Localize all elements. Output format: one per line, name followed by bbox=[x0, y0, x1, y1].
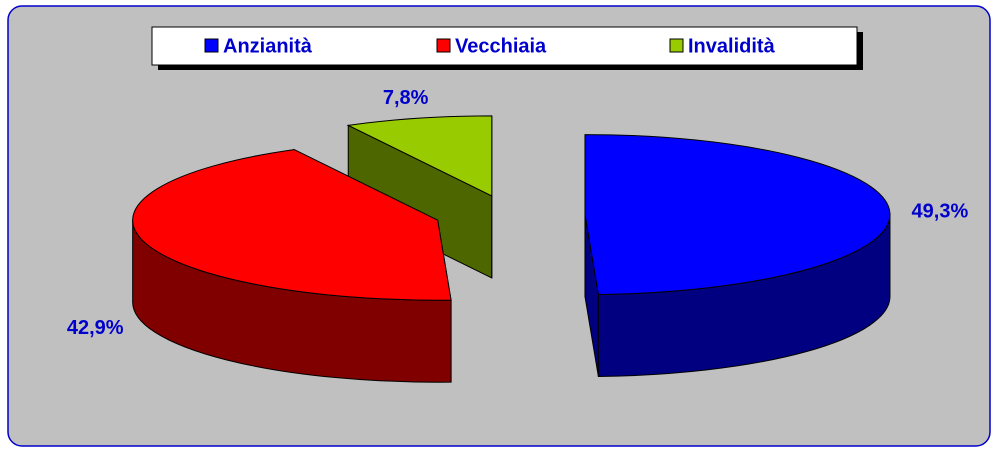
pie-slice bbox=[132, 148, 452, 383]
slice-top bbox=[584, 134, 891, 295]
slice-top bbox=[132, 149, 452, 301]
legend-swatch bbox=[204, 38, 219, 53]
legend-box bbox=[151, 26, 858, 66]
pie-slice bbox=[584, 134, 891, 377]
legend-label: Vecchiaia bbox=[455, 35, 547, 57]
data-label: 7,8% bbox=[383, 87, 429, 109]
data-label: 49,3% bbox=[912, 201, 969, 223]
legend-swatch bbox=[669, 38, 684, 53]
data-label: 42,9% bbox=[67, 317, 124, 339]
legend-label: Invalidità bbox=[688, 35, 776, 57]
legend-label: Anzianità bbox=[223, 35, 313, 57]
legend-swatch bbox=[436, 38, 451, 53]
pie-slice bbox=[346, 115, 493, 279]
slice-top bbox=[346, 115, 493, 197]
